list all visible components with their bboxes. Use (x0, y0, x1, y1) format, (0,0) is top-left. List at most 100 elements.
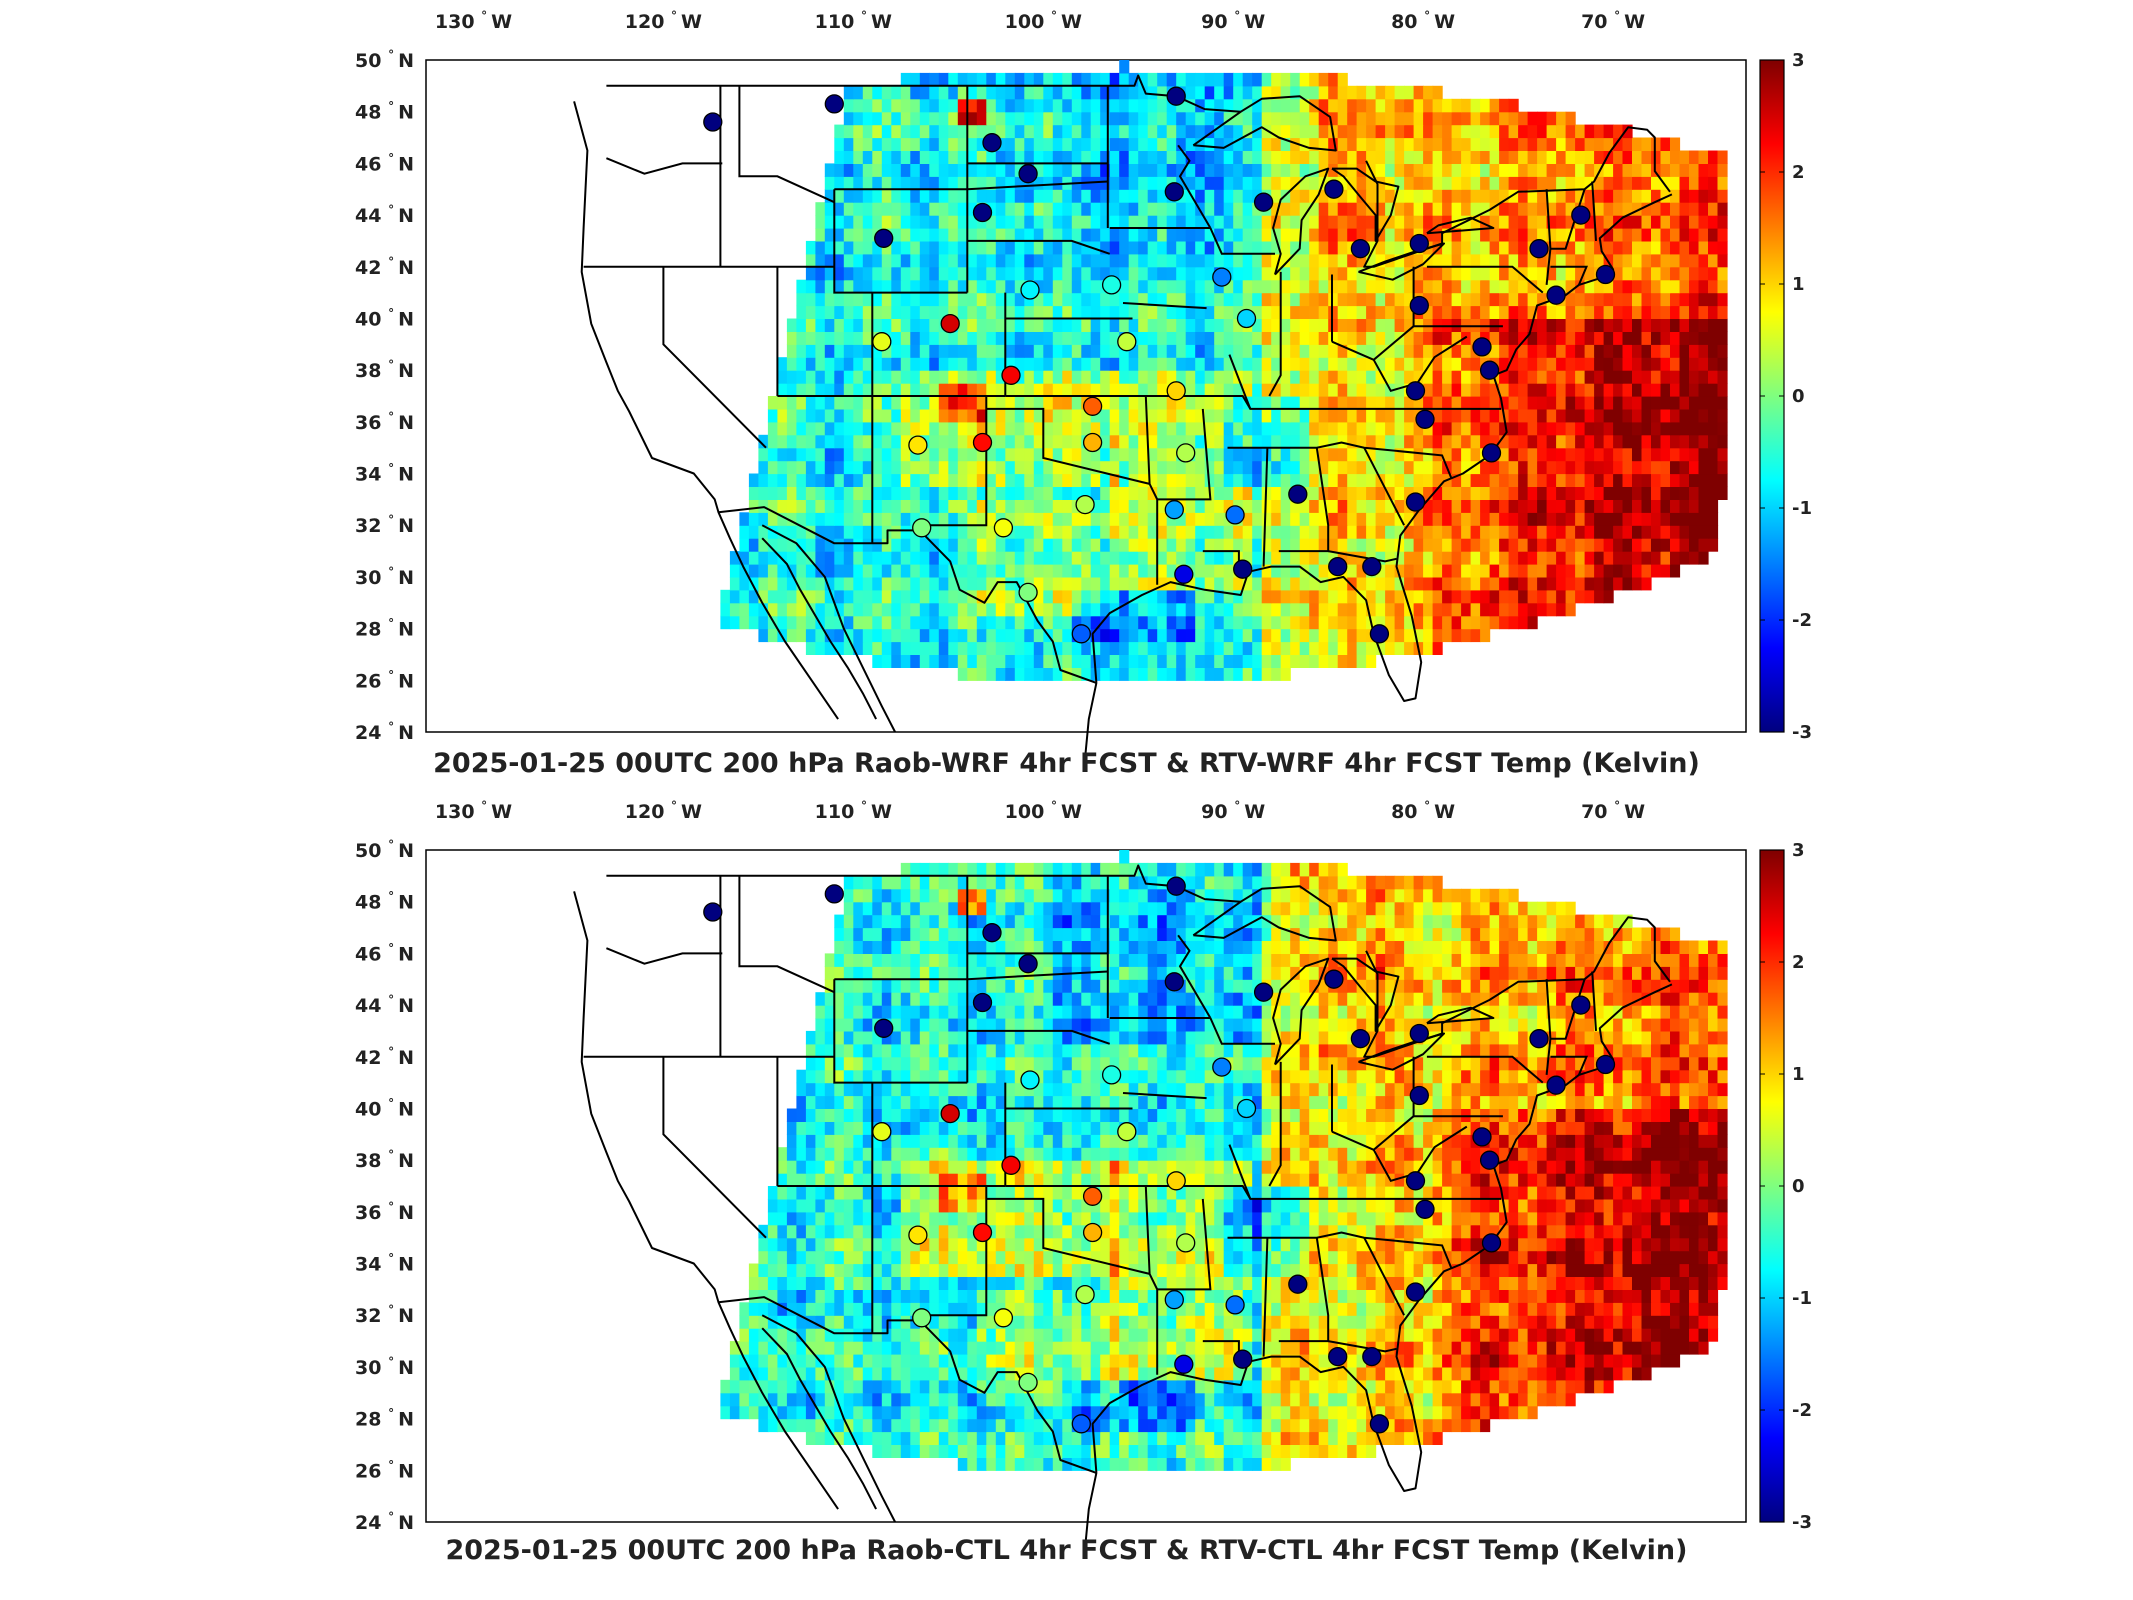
field-cell (1366, 253, 1377, 268)
field-cell (1565, 602, 1576, 617)
field-cell (1071, 447, 1082, 462)
field-cell (1223, 150, 1234, 164)
coastline (1091, 193, 1673, 702)
field-cell (1261, 1392, 1272, 1407)
field-cell (1613, 331, 1624, 345)
field-cell (1223, 1444, 1234, 1458)
field-cell (786, 615, 797, 630)
field-cell (777, 370, 788, 384)
field-cell (767, 499, 778, 513)
field-cell (824, 421, 835, 436)
field-cell (1480, 421, 1491, 436)
field-cell (1584, 176, 1595, 190)
field-cell (1024, 564, 1035, 578)
field-cell (1366, 602, 1377, 617)
field-cell (1413, 1405, 1424, 1420)
field-cell (1413, 331, 1424, 345)
field-cell (900, 396, 911, 410)
field-cell (1138, 421, 1149, 436)
field-cell (1565, 383, 1576, 397)
raob-station-marker (703, 112, 723, 132)
field-cell (1366, 447, 1377, 462)
field-cell (1318, 1405, 1329, 1420)
field-cell (910, 1431, 921, 1445)
field-cell (1043, 344, 1054, 358)
field-cell (957, 1379, 968, 1394)
field-cell (1318, 253, 1329, 268)
field-cell (1366, 383, 1377, 397)
field-cell (767, 551, 778, 565)
field-cell (1195, 344, 1206, 358)
field-cell (1375, 189, 1386, 203)
field-cell (1461, 253, 1472, 268)
latitude-tick-label: 50 ° N (355, 48, 414, 72)
field-cell (1280, 1405, 1291, 1420)
tick-value: 44 (355, 205, 388, 227)
field-cell (891, 1418, 902, 1433)
field-cell (1413, 111, 1424, 126)
field-cell (1090, 357, 1101, 371)
field-cell (1261, 1457, 1272, 1471)
field-cell (1584, 525, 1595, 539)
field-cell (1271, 98, 1282, 113)
field-cell (843, 202, 854, 216)
field-cell (1043, 137, 1054, 151)
field-cell (919, 383, 930, 397)
field-cell (1575, 331, 1586, 345)
field-cell (853, 447, 864, 462)
field-cell (1005, 357, 1016, 371)
field-cell (891, 344, 902, 358)
field-cell (1299, 576, 1310, 591)
field-cell (1337, 1405, 1348, 1420)
field-cell (843, 124, 854, 139)
field-cell (1385, 551, 1396, 565)
field-cell (1280, 370, 1291, 384)
field-cell (805, 512, 816, 526)
field-cell (1071, 525, 1082, 539)
field-cell (1185, 331, 1196, 345)
field-cell (995, 72, 1006, 87)
field-cell (1356, 189, 1367, 203)
field-cell (1100, 1405, 1111, 1420)
field-cell (1347, 1418, 1358, 1433)
field-cell (1261, 654, 1272, 668)
raob-station-marker (872, 332, 892, 352)
field-cell (1290, 124, 1301, 139)
field-cell (1128, 137, 1139, 151)
field-cell (1214, 137, 1225, 151)
field-cell (796, 1392, 807, 1407)
field-cell (1252, 215, 1263, 229)
field-cell (1651, 525, 1662, 539)
field-cell (1537, 137, 1548, 151)
field-cell (957, 344, 968, 358)
field-cell (1109, 266, 1120, 281)
field-cell (1052, 576, 1063, 591)
field-cell (834, 538, 845, 552)
field-cell (1109, 85, 1120, 100)
field-cell (1404, 163, 1415, 177)
field-cell (748, 473, 759, 487)
field-cell (1024, 667, 1035, 681)
field-cell (1214, 486, 1225, 500)
field-cell (1527, 150, 1538, 164)
field-cell (881, 589, 892, 604)
field-cell (967, 72, 978, 87)
field-cell (1394, 486, 1405, 500)
field-cell (1090, 525, 1101, 539)
field-cell (1432, 215, 1443, 229)
field-cell (1432, 1418, 1443, 1433)
field-cell (900, 111, 911, 126)
field-cell (1366, 344, 1377, 358)
field-cell (1033, 538, 1044, 552)
field-cell (805, 408, 816, 423)
degree-symbol: ° (388, 255, 394, 269)
field-cell (1480, 1392, 1491, 1407)
field-cell (976, 538, 987, 552)
field-cell (1081, 137, 1092, 151)
field-cell (1337, 240, 1348, 255)
field-cell (1062, 434, 1073, 449)
tick-value: 90 (1201, 11, 1234, 33)
field-cell (1166, 111, 1177, 126)
field-cell (1081, 150, 1092, 164)
field-cell (805, 344, 816, 358)
